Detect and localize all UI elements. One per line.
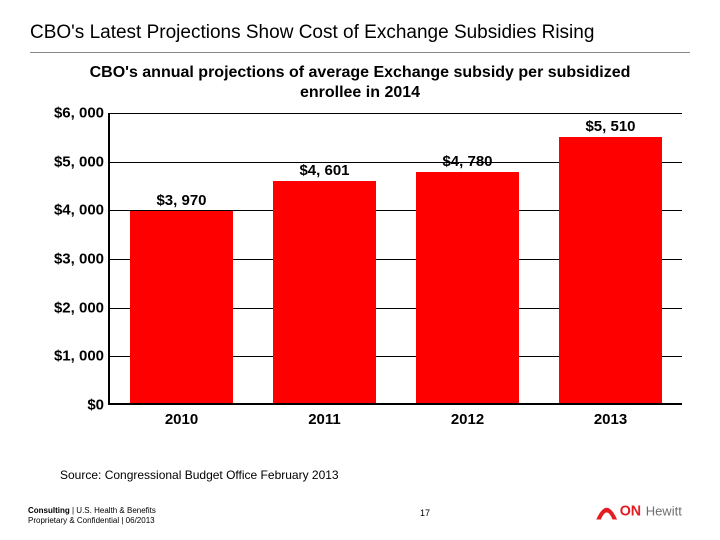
bar-slot: $5, 5102013 — [539, 113, 682, 403]
page-number: 17 — [420, 508, 430, 518]
slide-title: CBO's Latest Projections Show Cost of Ex… — [0, 0, 720, 50]
source-text: Source: Congressional Budget Office Febr… — [60, 468, 339, 482]
bar-slot: $3, 9702010 — [110, 113, 253, 403]
bar-value-label: $5, 510 — [559, 118, 662, 137]
bar-value-label: $3, 970 — [130, 192, 233, 211]
bar-value-label: $4, 780 — [416, 153, 519, 172]
x-tick-label: 2013 — [539, 403, 682, 428]
y-tick-label: $2, 000 — [28, 299, 104, 316]
x-tick-label: 2011 — [253, 403, 396, 428]
y-tick-label: $5, 000 — [28, 153, 104, 170]
footer-line1-rest: | U.S. Health & Benefits — [70, 506, 156, 515]
bar-slot: $4, 7802012 — [396, 113, 539, 403]
bar-chart: $3, 9702010$4, 6012011$4, 7802012$5, 510… — [28, 113, 692, 433]
bar: $3, 970 — [130, 211, 233, 403]
y-tick-label: $6, 000 — [28, 105, 104, 122]
y-tick-label: $4, 000 — [28, 202, 104, 219]
aon-hewitt-logo: ON Hewitt — [595, 500, 693, 526]
bar-value-label: $4, 601 — [273, 162, 376, 181]
y-tick-label: $3, 000 — [28, 251, 104, 268]
bar: $4, 601 — [273, 181, 376, 403]
bar: $5, 510 — [559, 137, 662, 403]
y-tick-label: $1, 000 — [28, 348, 104, 365]
footer-line2: Proprietary & Confidential | 06/2013 — [28, 516, 155, 525]
svg-text:ON: ON — [619, 504, 640, 520]
bar: $4, 780 — [416, 172, 519, 403]
footer-left: Consulting | U.S. Health & Benefits Prop… — [28, 506, 156, 526]
x-tick-label: 2012 — [396, 403, 539, 428]
footer-bold: Consulting — [28, 506, 70, 515]
x-tick-label: 2010 — [110, 403, 253, 428]
plot-area: $3, 9702010$4, 6012011$4, 7802012$5, 510… — [108, 113, 682, 405]
y-tick-label: $0 — [28, 397, 104, 414]
bar-slot: $4, 6012011 — [253, 113, 396, 403]
svg-text:Hewitt: Hewitt — [645, 504, 682, 519]
chart-title: CBO's annual projections of average Exch… — [0, 53, 720, 107]
